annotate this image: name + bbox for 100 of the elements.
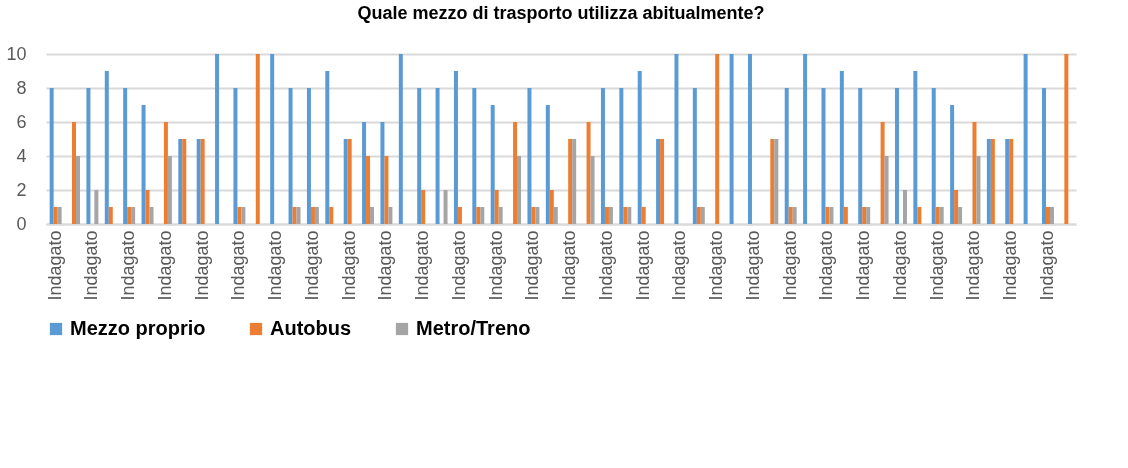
bar <box>370 207 375 224</box>
bar <box>696 207 701 224</box>
bar <box>296 207 301 224</box>
bar <box>784 88 789 224</box>
bar <box>476 207 481 224</box>
bar <box>545 105 550 224</box>
x-tick-label: Indagato <box>1000 230 1021 301</box>
bar <box>241 207 246 224</box>
bar <box>715 54 720 224</box>
bar <box>862 207 867 224</box>
x-tick-label: Indagato <box>963 230 984 301</box>
bar <box>1009 139 1014 224</box>
bar <box>553 207 558 224</box>
bar <box>178 139 183 224</box>
x-tick-label: Indagato <box>853 230 874 301</box>
bar <box>747 54 752 224</box>
x-tick-label: Indagato <box>154 230 175 301</box>
bar <box>513 122 518 224</box>
bar <box>990 139 995 224</box>
x-tick-label: Indagato <box>228 230 249 301</box>
bar <box>821 88 826 224</box>
bar <box>417 88 422 224</box>
bar <box>586 122 591 224</box>
x-tick-label: Indagato <box>265 230 286 301</box>
bar <box>976 156 981 224</box>
bar <box>1023 54 1028 224</box>
bar <box>931 88 936 224</box>
bar <box>692 88 697 224</box>
bar <box>729 54 734 224</box>
bar <box>517 156 522 224</box>
x-tick-label: Indagato <box>118 230 139 301</box>
bar <box>149 207 154 224</box>
bar <box>314 207 319 224</box>
x-tick-label: Indagato <box>1036 230 1057 301</box>
bar <box>72 122 77 224</box>
bar <box>325 71 330 224</box>
bar <box>917 207 922 224</box>
bar <box>958 207 963 224</box>
bar <box>343 139 348 224</box>
legend-label: Mezzo proprio <box>70 317 206 339</box>
bar <box>894 88 899 224</box>
bar <box>792 207 797 224</box>
bar <box>600 88 605 224</box>
x-tick-label: Indagato <box>559 230 580 301</box>
bar <box>163 122 168 224</box>
bar <box>49 88 54 224</box>
bar <box>843 207 848 224</box>
legend-label: Metro/Treno <box>416 317 531 339</box>
bar <box>421 190 426 224</box>
bar <box>656 139 661 224</box>
bar <box>623 207 628 224</box>
bar <box>288 88 293 224</box>
bar <box>237 207 242 224</box>
bar <box>913 71 918 224</box>
y-tick-label: 0 <box>16 213 27 234</box>
bar <box>674 54 679 224</box>
x-tick-label: Indagato <box>301 230 322 301</box>
bar <box>270 54 275 224</box>
bar <box>590 156 595 224</box>
bar <box>196 139 201 224</box>
bar <box>641 207 646 224</box>
bar <box>535 207 540 224</box>
bar <box>986 139 991 224</box>
bar <box>200 139 205 224</box>
bar <box>57 207 62 224</box>
bar <box>829 207 834 224</box>
bar <box>362 122 367 224</box>
x-tick-label: Indagato <box>595 230 616 301</box>
bar <box>902 190 907 224</box>
bar <box>453 71 458 224</box>
bar <box>480 207 485 224</box>
bar <box>182 139 187 224</box>
bar <box>770 139 775 224</box>
bar <box>627 207 632 224</box>
bar <box>788 207 793 224</box>
x-tick-label: Indagato <box>669 230 690 301</box>
bar <box>76 156 81 224</box>
bar <box>858 88 863 224</box>
x-tick-label: Indagato <box>522 230 543 301</box>
bar <box>347 139 352 224</box>
y-tick-label: 4 <box>16 145 27 166</box>
bar <box>637 71 642 224</box>
x-tick-label: Indagato <box>742 230 763 301</box>
bar <box>935 207 940 224</box>
bar <box>619 88 624 224</box>
x-tick-label: Indagato <box>485 230 506 301</box>
bar <box>700 207 705 224</box>
bar <box>884 156 889 224</box>
bar <box>527 88 532 224</box>
bar <box>1005 139 1010 224</box>
bar <box>215 54 220 224</box>
bar <box>825 207 830 224</box>
bar <box>292 207 297 224</box>
bar <box>604 207 609 224</box>
bar <box>310 207 315 224</box>
bar <box>1049 207 1054 224</box>
bar <box>498 207 503 224</box>
x-tick-label: Indagato <box>44 230 65 301</box>
x-tick-label: Indagato <box>889 230 910 301</box>
bar <box>939 207 944 224</box>
